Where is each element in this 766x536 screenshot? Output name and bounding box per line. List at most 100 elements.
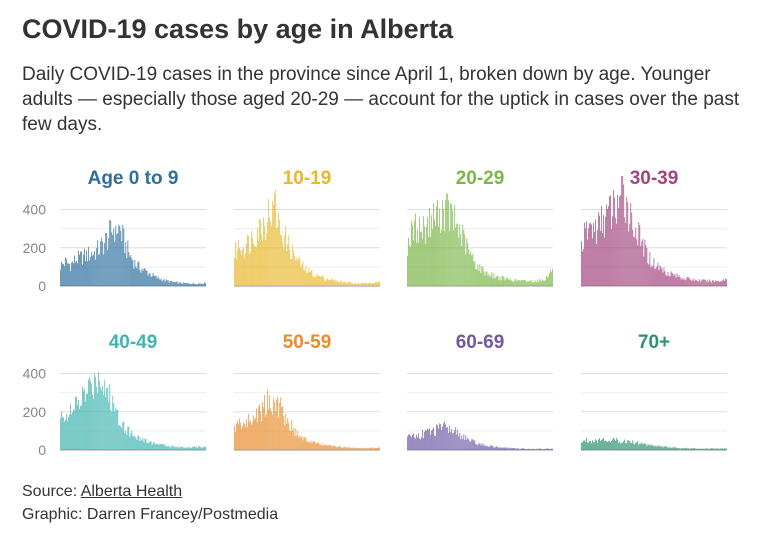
bar — [172, 445, 174, 450]
bar — [91, 252, 93, 286]
bar — [696, 448, 698, 450]
bar — [591, 224, 592, 286]
bar — [150, 441, 152, 450]
bar — [127, 240, 129, 286]
bar — [324, 280, 326, 286]
bar — [181, 446, 183, 450]
bar — [722, 448, 724, 450]
bar — [658, 270, 660, 286]
bar — [244, 258, 245, 286]
bar — [671, 272, 673, 286]
bar — [587, 239, 588, 286]
bar — [444, 421, 446, 450]
bar — [367, 448, 369, 450]
bar — [338, 446, 340, 450]
bar — [170, 280, 172, 286]
bar — [617, 194, 619, 286]
bar — [602, 439, 603, 450]
bar — [454, 204, 456, 286]
bar — [310, 270, 312, 286]
bar — [309, 272, 311, 286]
bar — [465, 254, 467, 286]
bar — [684, 280, 686, 286]
bar — [413, 240, 414, 286]
bar — [286, 423, 288, 450]
bar — [597, 442, 598, 450]
bar — [262, 402, 263, 450]
bar — [84, 248, 85, 286]
bar — [639, 443, 641, 450]
bar — [86, 393, 87, 450]
bar — [296, 435, 298, 450]
bar — [241, 254, 242, 286]
bar — [659, 265, 661, 286]
bar — [694, 448, 696, 450]
bar — [343, 281, 345, 286]
bar — [547, 448, 549, 450]
bar — [170, 446, 172, 450]
bar — [672, 273, 674, 286]
bar — [486, 446, 488, 450]
chart-title: COVID-19 cases by age in Alberta — [22, 14, 454, 44]
bar — [608, 441, 609, 450]
bar — [465, 435, 467, 450]
bar — [260, 220, 261, 286]
bar — [153, 275, 155, 286]
small-multiple-5: 0 200 400 40-49 — [23, 332, 206, 458]
bar — [185, 447, 187, 450]
bar — [718, 281, 720, 286]
bar — [283, 248, 285, 286]
bar — [475, 269, 477, 286]
bar — [342, 447, 344, 450]
bar — [71, 414, 72, 450]
bar — [62, 416, 63, 450]
bar — [697, 448, 699, 450]
bar — [646, 445, 648, 450]
bar — [267, 390, 269, 450]
bar — [63, 417, 64, 450]
bar — [707, 281, 709, 286]
source-line: Source: Alberta Health — [22, 480, 278, 503]
bar — [123, 228, 125, 286]
bar — [687, 276, 689, 286]
bar — [497, 276, 499, 286]
bar — [635, 442, 637, 450]
small-multiple-1: 0 200 400 Age 0 to 9 — [23, 168, 206, 294]
bar — [686, 448, 688, 450]
bar — [466, 237, 468, 286]
bar — [291, 259, 293, 286]
bar — [165, 279, 167, 286]
bar — [330, 279, 332, 286]
bar — [200, 447, 202, 450]
bar — [376, 447, 378, 450]
bar — [606, 204, 607, 286]
bar — [515, 279, 517, 286]
bar — [138, 261, 140, 286]
bar — [133, 268, 135, 286]
bar — [682, 279, 684, 286]
bar — [588, 442, 589, 450]
bar — [189, 447, 191, 450]
bar — [65, 420, 66, 450]
source-link[interactable]: Alberta Health — [80, 483, 183, 500]
bar — [611, 441, 613, 450]
bar — [169, 281, 171, 286]
bar — [525, 449, 527, 450]
bar — [173, 281, 175, 286]
bar — [516, 448, 518, 450]
bar — [251, 230, 252, 286]
bar — [666, 275, 668, 286]
bar — [89, 377, 91, 450]
bar — [621, 443, 623, 450]
bar — [126, 258, 128, 286]
bar — [318, 443, 320, 450]
bar — [523, 280, 525, 286]
bar — [704, 448, 706, 450]
bar — [285, 225, 287, 286]
bar — [636, 239, 638, 286]
bar — [692, 278, 694, 286]
bar — [708, 279, 710, 286]
bar — [119, 226, 121, 286]
bar — [667, 447, 669, 450]
bar — [677, 447, 679, 450]
